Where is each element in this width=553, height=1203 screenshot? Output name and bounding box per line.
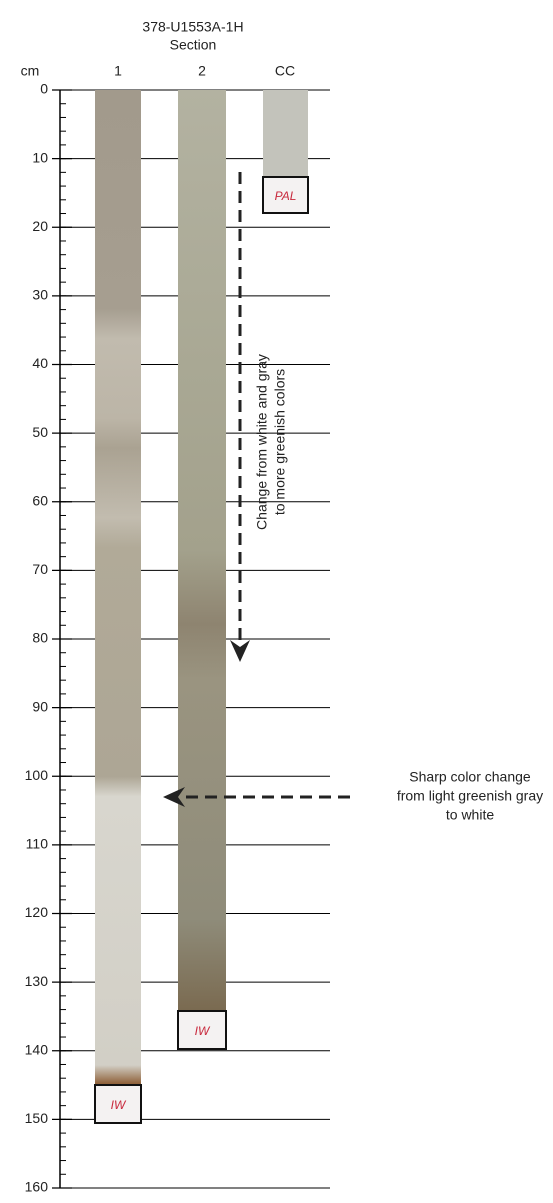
section-label: 2 xyxy=(198,63,206,79)
tick-label: 10 xyxy=(32,149,48,165)
core-section xyxy=(178,90,226,1011)
title: 378-U1553A-1H xyxy=(142,19,243,35)
sample-label: PAL xyxy=(275,189,297,203)
section-label: CC xyxy=(275,63,295,79)
tick-label: 120 xyxy=(25,904,49,920)
tick-label: 0 xyxy=(40,81,48,97)
annotation-line: from light greenish gray xyxy=(397,788,543,804)
tick-label: 90 xyxy=(32,698,48,714)
tick-label: 160 xyxy=(25,1179,49,1195)
annotation-vertical: Change from white and gray to more green… xyxy=(254,354,288,530)
core-section xyxy=(95,90,141,1085)
annotation-line: to more greenish colors xyxy=(272,369,288,515)
tick-label: 60 xyxy=(32,492,48,508)
cores: IW IW PAL xyxy=(95,90,308,1123)
section-label: 1 xyxy=(114,63,122,79)
tick-label: 30 xyxy=(32,287,48,303)
annotation-line: to white xyxy=(446,807,494,823)
tick-label: 70 xyxy=(32,561,48,577)
tick-label: 50 xyxy=(32,424,48,440)
tick-label: 40 xyxy=(32,355,48,371)
tick-label: 150 xyxy=(25,1110,49,1126)
annotation-line: Sharp color change xyxy=(409,769,531,785)
core-section xyxy=(263,90,308,177)
annotation-line: Change from white and gray xyxy=(254,354,270,530)
tick-label: 110 xyxy=(26,836,49,852)
core-figure: IW IW PAL 0 10 20 30 40 50 60 70 80 90 100 110 120 130 1… xyxy=(0,0,553,1198)
sample-label: IW xyxy=(195,1024,211,1038)
arrowhead xyxy=(230,640,250,662)
tick-label: 20 xyxy=(32,218,48,234)
sample-label: IW xyxy=(111,1098,127,1112)
tick-label: 100 xyxy=(25,767,49,783)
tick-label: 130 xyxy=(25,973,49,989)
ticks: 0 10 20 30 40 50 60 70 80 90 100 110 120 130 140 150 160 xyxy=(25,81,72,1195)
tick-label: 80 xyxy=(32,630,48,646)
subtitle: Section xyxy=(170,37,217,53)
unit: cm xyxy=(21,63,40,79)
tick-label: 140 xyxy=(25,1041,49,1057)
